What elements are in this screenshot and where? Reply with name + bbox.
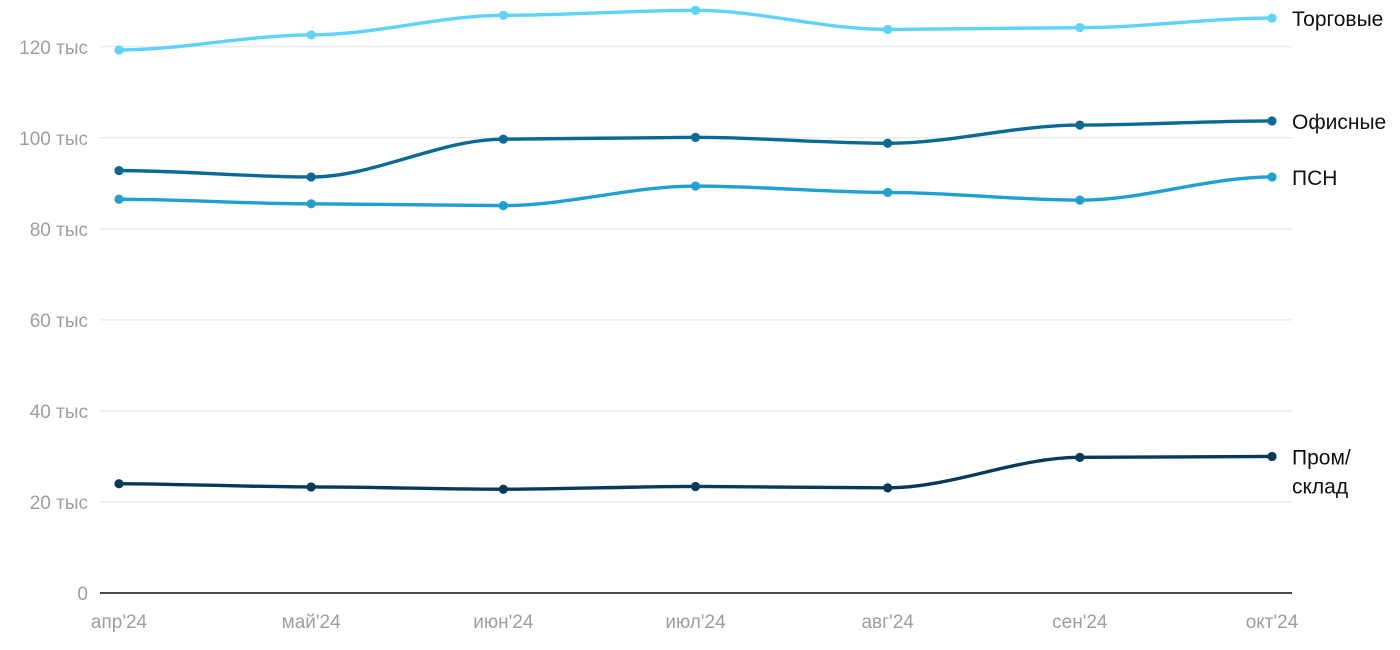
series-2-point <box>883 138 893 148</box>
series-2-point <box>498 134 508 144</box>
series-3-point <box>1075 195 1085 205</box>
grid-layer <box>100 46 1292 594</box>
series-4-point <box>498 484 508 494</box>
series-labels: Торговые Офисные ПСН Пром/склад <box>1292 8 1386 498</box>
series-1-point <box>883 24 893 35</box>
y-tick-label: 120 тыс <box>19 38 88 59</box>
series-4-label: Пром/склад <box>1292 446 1351 498</box>
series-1-point <box>306 30 316 40</box>
series-2-label-line: Офисные <box>1292 111 1386 134</box>
series-4-point <box>690 481 701 492</box>
x-tick-label: авг'24 <box>861 612 914 633</box>
y-tick-label: 60 тыс <box>30 311 88 332</box>
series-1-label-line: Торговые <box>1292 8 1383 31</box>
series-3-point <box>114 194 124 204</box>
x-tick-label: май'24 <box>282 612 341 633</box>
series-2-point <box>114 165 124 176</box>
series-1-point <box>1267 13 1277 23</box>
y-tick-label: 40 тыс <box>30 402 88 423</box>
series-1-label: Торговые <box>1292 8 1383 31</box>
x-tick-label: сен'24 <box>1052 612 1108 633</box>
series-3-line <box>117 175 1274 208</box>
series-1-point <box>114 45 124 55</box>
x-tick-label: июн'24 <box>473 612 534 633</box>
series-3-point <box>883 187 893 198</box>
series-2-line <box>117 119 1274 179</box>
y-tick-label: 100 тыс <box>19 129 88 150</box>
series-3-point <box>498 201 508 211</box>
series-4-point <box>114 479 124 489</box>
x-axis: апр'24 май'24 июн'24 июл'24 авг'24 сен'24 окт'… <box>91 612 1299 633</box>
series-3-label: ПСН <box>1292 167 1337 190</box>
series-2-point <box>306 172 316 182</box>
y-tick-label: 20 тыс <box>30 493 88 514</box>
series-1-point <box>498 10 508 20</box>
y-tick-label: 80 тыс <box>30 220 88 241</box>
series-4-point <box>306 482 316 492</box>
series-2-label: Офисные <box>1292 111 1386 134</box>
series-1-point <box>690 5 701 15</box>
series-1-point <box>1075 23 1085 33</box>
series-2-point <box>690 132 701 142</box>
x-tick-label: июл'24 <box>665 612 726 633</box>
x-tick-label: апр'24 <box>91 612 148 633</box>
series-layer <box>114 5 1277 494</box>
series-4-label-line: Пром/ <box>1292 446 1351 469</box>
series-4-point <box>1075 452 1085 462</box>
series-4-point <box>883 483 893 493</box>
series-2-point <box>1267 116 1277 126</box>
series-3-label-line: ПСН <box>1292 167 1337 190</box>
series-4-label-line: склад <box>1292 475 1348 498</box>
y-axis: 0 20 тыс 40 тыс 60 тыс 80 тыс 100 тыс 120 тыс <box>19 38 88 605</box>
series-4-point <box>1267 451 1277 462</box>
series-2-point <box>1075 120 1085 130</box>
x-tick-label: окт'24 <box>1246 612 1299 633</box>
series-3-point <box>1267 172 1277 182</box>
series-1-line <box>117 8 1274 52</box>
y-tick-label: 0 <box>77 584 88 605</box>
series-3-point <box>306 199 316 209</box>
series-3-point <box>690 181 701 191</box>
